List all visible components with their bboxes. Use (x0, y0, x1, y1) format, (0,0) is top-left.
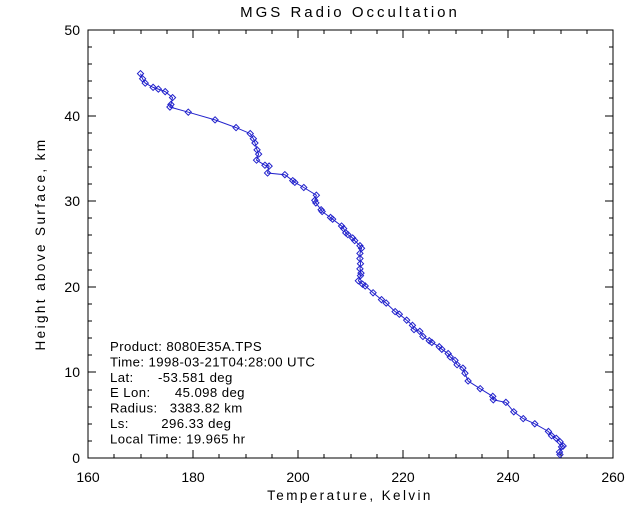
diamond-marker (167, 100, 175, 109)
diamond-marker (211, 116, 219, 124)
diamond-marker (251, 139, 259, 147)
diamond-marker (161, 87, 169, 96)
diamond-marker (254, 150, 263, 158)
x-tick-label: 240 (496, 469, 520, 485)
diamond-marker (382, 299, 391, 307)
diamond-marker (354, 277, 363, 285)
diamond-marker (232, 123, 240, 132)
annotation-line: Lat: -53.581 deg (110, 370, 233, 385)
x-tick-label: 200 (286, 469, 310, 485)
diamond-marker (419, 332, 427, 341)
diamond-marker (461, 369, 469, 378)
diamond-marker (246, 129, 255, 138)
diamond-marker (141, 79, 150, 87)
y-tick-label: 50 (64, 22, 80, 38)
diamond-marker (166, 103, 174, 111)
diamond-marker (265, 162, 273, 170)
annotation-line: Product: 8080E35A.TPS (110, 339, 262, 354)
diamond-marker (464, 377, 472, 385)
diamond-marker (357, 269, 365, 277)
diamond-marker (377, 295, 386, 304)
diamond-marker (446, 353, 455, 361)
diamond-marker (281, 170, 289, 179)
annotation-line: Ls: 296.33 deg (110, 416, 231, 431)
x-tick-label: 160 (76, 469, 100, 485)
diamond-marker (263, 169, 272, 177)
diamond-marker (310, 196, 319, 205)
annotation-line: Radius: 3383.82 km (110, 401, 243, 416)
diamond-marker (557, 443, 566, 451)
y-tick-labels: 0 10 20 30 40 50 (64, 22, 80, 466)
diamond-marker (149, 83, 157, 92)
diamond-marker (356, 271, 365, 280)
diamond-marker (184, 108, 193, 116)
annotation-line: Time: 1998-03-21T04:28:00 UTC (110, 354, 315, 369)
diamond-marker (488, 392, 497, 401)
y-tick-label: 0 (72, 450, 80, 466)
diamond-marker (261, 161, 269, 170)
diamond-marker (312, 199, 320, 207)
diamond-marker (402, 316, 411, 324)
diamond-marker (428, 338, 436, 347)
x-tick-label: 260 (601, 469, 625, 485)
diamond-marker (395, 310, 404, 318)
diamond-marker (476, 384, 484, 393)
diamond-marker (544, 427, 553, 436)
diamond-marker (519, 414, 528, 423)
diamond-marker (356, 241, 364, 250)
diamond-marker (369, 288, 377, 297)
diamond-marker (136, 69, 145, 78)
diamond-marker (291, 178, 299, 187)
x-tick-label: 220 (391, 469, 415, 485)
profile-line (140, 73, 564, 455)
diamond-marker (559, 442, 567, 450)
axis-ticks (87, 29, 614, 459)
chart-title: MGS Radio Occultation (240, 4, 460, 21)
diamond-marker (530, 419, 539, 428)
diamond-marker (438, 345, 446, 354)
diamond-marker (252, 156, 261, 164)
diamond-marker (556, 450, 564, 459)
diamond-marker (344, 230, 352, 239)
diamond-marker (356, 265, 364, 273)
diamond-marker (459, 364, 467, 372)
diamond-marker (555, 448, 564, 456)
y-axis-label: Height above Surface, km (33, 138, 48, 351)
diamond-marker (168, 93, 177, 102)
diamond-marker (453, 360, 461, 369)
y-tick-label: 20 (64, 279, 80, 295)
diamond-marker (547, 431, 556, 440)
diamond-marker (154, 85, 163, 93)
y-tick-label: 10 (64, 364, 80, 380)
x-tick-labels: 160 180 200 220 240 260 (76, 469, 625, 485)
diamond-marker (350, 236, 359, 245)
diamond-marker (410, 325, 418, 334)
diamond-marker (489, 395, 498, 404)
diamond-marker (328, 215, 337, 223)
diamond-marker (356, 249, 364, 258)
x-axis-label: Temperature, Kelvin (267, 488, 433, 503)
y-tick-label: 30 (64, 193, 80, 209)
diamond-marker (415, 327, 424, 336)
y-tick-label: 40 (64, 108, 80, 124)
diamond-marker (299, 183, 308, 192)
data-curve (136, 69, 567, 459)
diamond-marker (502, 398, 510, 407)
annotation-line: E Lon: 45.098 deg (110, 385, 245, 400)
x-tick-label: 180 (181, 469, 205, 485)
diamond-marker (361, 282, 370, 290)
diamond-marker (552, 434, 561, 443)
diamond-marker (509, 407, 518, 416)
diamond-marker (391, 307, 399, 316)
annotation-line: Local Time: 19.965 hr (110, 431, 246, 446)
diamond-marker (318, 207, 326, 216)
